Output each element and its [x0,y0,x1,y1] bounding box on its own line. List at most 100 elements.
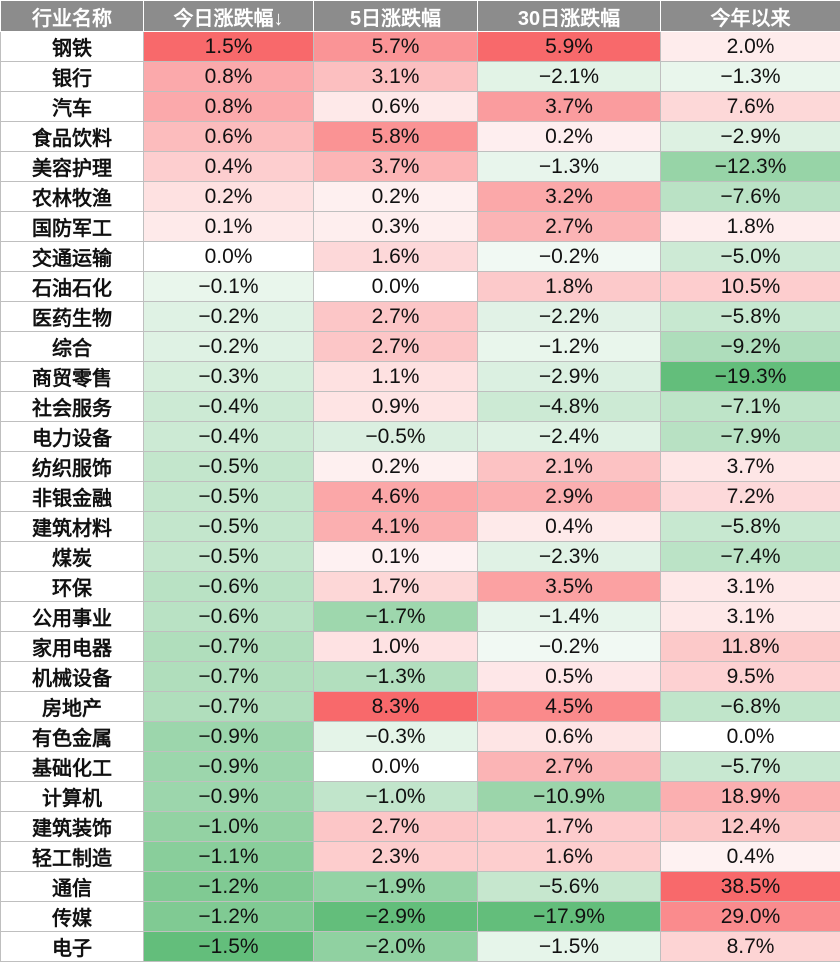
ytd-change-cell: −7.9% [661,422,840,452]
today-change-cell: −0.6% [144,572,314,602]
table-row: 传媒−1.2%−2.9%−17.9%29.0% [1,902,840,932]
industry-name-cell: 建筑材料 [1,512,144,542]
5day-change-cell: 8.3% [314,692,478,722]
30day-change-cell: 0.6% [478,722,661,752]
today-change-cell: 0.0% [144,242,314,272]
today-change-cell: 1.5% [144,32,314,62]
industry-name-cell: 社会服务 [1,392,144,422]
industry-name-cell: 房地产 [1,692,144,722]
5day-change-cell: 0.6% [314,92,478,122]
table-row: 通信−1.2%−1.9%−5.6%38.5% [1,872,840,902]
ytd-change-cell: 18.9% [661,782,840,812]
5day-change-cell: 1.6% [314,242,478,272]
5day-change-cell: −1.3% [314,662,478,692]
table-row: 轻工制造−1.1%2.3%1.6%0.4% [1,842,840,872]
30day-change-cell: 3.7% [478,92,661,122]
30day-change-cell: 4.5% [478,692,661,722]
today-change-cell: −1.1% [144,842,314,872]
industry-name-cell: 钢铁 [1,32,144,62]
industry-name-cell: 石油石化 [1,272,144,302]
ytd-change-cell: 2.0% [661,32,840,62]
table-row: 纺织服饰−0.5%0.2%2.1%3.7% [1,452,840,482]
ytd-change-cell: 7.2% [661,482,840,512]
table-row: 计算机−0.9%−1.0%−10.9%18.9% [1,782,840,812]
ytd-change-cell: −7.4% [661,542,840,572]
industry-name-cell: 汽车 [1,92,144,122]
5day-change-cell: −0.5% [314,422,478,452]
today-change-cell: −1.5% [144,932,314,962]
5day-change-cell: 0.0% [314,752,478,782]
industry-name-cell: 有色金属 [1,722,144,752]
industry-name-cell: 公用事业 [1,602,144,632]
ytd-change-cell: 7.6% [661,92,840,122]
5day-change-cell: −1.9% [314,872,478,902]
ytd-change-cell: −9.2% [661,332,840,362]
30day-change-cell: 0.4% [478,512,661,542]
industry-name-cell: 银行 [1,62,144,92]
5day-change-cell: 0.2% [314,452,478,482]
table-row: 家用电器−0.7%1.0%−0.2%11.8% [1,632,840,662]
ytd-change-cell: −7.6% [661,182,840,212]
industry-name-cell: 食品饮料 [1,122,144,152]
industry-name-cell: 通信 [1,872,144,902]
5day-change-cell: 2.7% [314,332,478,362]
today-change-cell: −1.2% [144,872,314,902]
5day-change-cell: −1.7% [314,602,478,632]
today-change-cell: −0.9% [144,722,314,752]
5day-change-cell: 5.8% [314,122,478,152]
30day-change-cell: 1.8% [478,272,661,302]
table-row: 社会服务−0.4%0.9%−4.8%−7.1% [1,392,840,422]
ytd-change-cell: 0.0% [661,722,840,752]
industry-name-cell: 交通运输 [1,242,144,272]
header-row: 行业名称 今日涨跌幅↓ 5日涨跌幅 30日涨跌幅 今年以来 [1,1,840,32]
industry-name-cell: 机械设备 [1,662,144,692]
ytd-change-cell: 3.1% [661,602,840,632]
industry-name-cell: 国防军工 [1,212,144,242]
today-change-cell: −0.7% [144,692,314,722]
ytd-change-cell: 38.5% [661,872,840,902]
ytd-change-cell: −19.3% [661,362,840,392]
ytd-change-cell: −5.8% [661,512,840,542]
table-row: 房地产−0.7%8.3%4.5%−6.8% [1,692,840,722]
30day-change-cell: −1.4% [478,602,661,632]
30day-change-cell: 2.7% [478,752,661,782]
today-change-cell: −0.6% [144,602,314,632]
5day-change-cell: 0.3% [314,212,478,242]
30day-change-cell: −2.2% [478,302,661,332]
today-change-cell: −0.5% [144,452,314,482]
30day-change-cell: −10.9% [478,782,661,812]
industry-name-cell: 美容护理 [1,152,144,182]
30day-change-cell: −1.5% [478,932,661,962]
ytd-change-cell: −5.7% [661,752,840,782]
ytd-change-cell: 29.0% [661,902,840,932]
5day-change-cell: −2.0% [314,932,478,962]
ytd-change-cell: 9.5% [661,662,840,692]
today-change-cell: −0.2% [144,332,314,362]
30day-change-cell: 2.9% [478,482,661,512]
ytd-change-cell: 12.4% [661,812,840,842]
industry-name-cell: 纺织服饰 [1,452,144,482]
today-change-cell: −0.4% [144,422,314,452]
30day-change-cell: 0.2% [478,122,661,152]
5day-change-cell: 1.1% [314,362,478,392]
table-row: 电力设备−0.4%−0.5%−2.4%−7.9% [1,422,840,452]
ytd-change-cell: 1.8% [661,212,840,242]
30day-change-cell: −2.1% [478,62,661,92]
30day-change-cell: −0.2% [478,632,661,662]
5day-change-cell: 4.1% [314,512,478,542]
5day-change-cell: 0.2% [314,182,478,212]
today-change-cell: 0.6% [144,122,314,152]
today-change-cell: −0.4% [144,392,314,422]
today-change-cell: −1.0% [144,812,314,842]
30day-change-cell: −2.4% [478,422,661,452]
today-change-cell: 0.1% [144,212,314,242]
today-change-cell: −0.7% [144,662,314,692]
today-change-cell: −0.3% [144,362,314,392]
industry-name-cell: 非银金融 [1,482,144,512]
today-change-cell: −0.5% [144,512,314,542]
